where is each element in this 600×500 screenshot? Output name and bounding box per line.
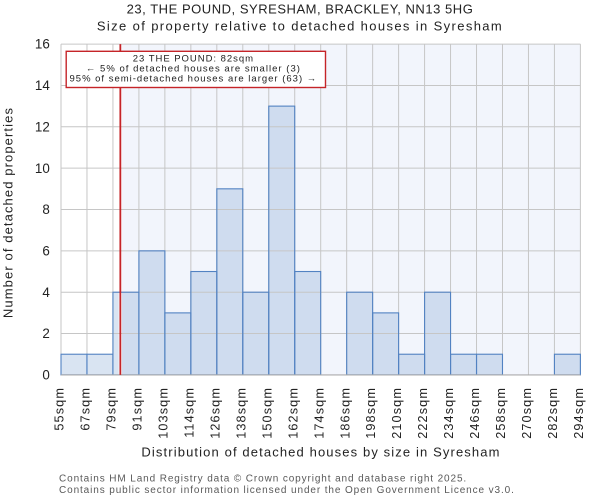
svg-text:Contains HM Land Registry data: Contains HM Land Registry data © Crown c… bbox=[59, 474, 467, 485]
svg-text:270sqm: 270sqm bbox=[520, 387, 534, 439]
svg-text:186sqm: 186sqm bbox=[338, 387, 352, 439]
svg-text:Number of detached properties: Number of detached properties bbox=[1, 107, 16, 318]
svg-text:23 THE POUND: 82sqm: 23 THE POUND: 82sqm bbox=[133, 53, 254, 64]
svg-text:6: 6 bbox=[42, 243, 49, 258]
svg-text:95% of semi-detached houses ar: 95% of semi-detached houses are larger (… bbox=[70, 74, 318, 85]
svg-text:79sqm: 79sqm bbox=[105, 387, 119, 431]
svg-text:222sqm: 222sqm bbox=[416, 387, 430, 439]
svg-text:174sqm: 174sqm bbox=[312, 387, 326, 439]
svg-text:10: 10 bbox=[35, 161, 50, 176]
svg-text:234sqm: 234sqm bbox=[442, 387, 456, 439]
svg-text:114sqm: 114sqm bbox=[182, 387, 196, 438]
svg-text:Size of property relative to d: Size of property relative to detached ho… bbox=[97, 19, 503, 34]
svg-text:294sqm: 294sqm bbox=[572, 387, 586, 439]
svg-text:2: 2 bbox=[42, 326, 49, 341]
svg-text:67sqm: 67sqm bbox=[79, 387, 93, 431]
svg-text:258sqm: 258sqm bbox=[494, 387, 508, 439]
svg-text:210sqm: 210sqm bbox=[390, 387, 404, 439]
svg-text:162sqm: 162sqm bbox=[286, 387, 300, 439]
svg-text:246sqm: 246sqm bbox=[468, 387, 482, 439]
svg-text:150sqm: 150sqm bbox=[260, 387, 274, 439]
svg-text:103sqm: 103sqm bbox=[156, 387, 170, 439]
svg-text:← 5% of detached houses are sm: ← 5% of detached houses are smaller (3) bbox=[86, 64, 301, 75]
svg-text:4: 4 bbox=[42, 285, 50, 300]
svg-text:138sqm: 138sqm bbox=[234, 387, 248, 439]
svg-text:91sqm: 91sqm bbox=[131, 387, 145, 431]
svg-text:126sqm: 126sqm bbox=[208, 387, 222, 439]
svg-text:198sqm: 198sqm bbox=[364, 387, 378, 439]
svg-text:14: 14 bbox=[35, 78, 50, 93]
svg-text:23, THE POUND, SYRESHAM, BRACK: 23, THE POUND, SYRESHAM, BRACKLEY, NN13 … bbox=[127, 1, 474, 16]
svg-text:16: 16 bbox=[35, 37, 50, 52]
svg-text:282sqm: 282sqm bbox=[546, 387, 560, 439]
svg-text:8: 8 bbox=[42, 202, 49, 217]
svg-text:0: 0 bbox=[42, 368, 49, 383]
svg-text:55sqm: 55sqm bbox=[53, 387, 67, 431]
svg-text:12: 12 bbox=[35, 119, 50, 134]
svg-text:Distribution of detached house: Distribution of detached houses by size … bbox=[141, 444, 500, 459]
svg-text:Contains public sector informa: Contains public sector information licen… bbox=[59, 485, 515, 496]
